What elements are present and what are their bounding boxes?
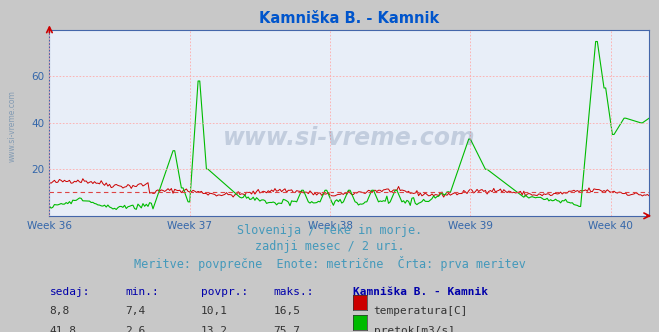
Text: 13,2: 13,2 [201,326,228,332]
Text: Slovenija / reke in morje.: Slovenija / reke in morje. [237,224,422,237]
Text: min.:: min.: [125,287,159,297]
Text: 2,6: 2,6 [125,326,146,332]
Text: povpr.:: povpr.: [201,287,248,297]
Text: 7,4: 7,4 [125,306,146,316]
Text: 10,1: 10,1 [201,306,228,316]
Text: maks.:: maks.: [273,287,314,297]
Text: 8,8: 8,8 [49,306,70,316]
Text: 41,8: 41,8 [49,326,76,332]
Text: 75,7: 75,7 [273,326,301,332]
Title: Kamniška B. - Kamnik: Kamniška B. - Kamnik [259,11,440,26]
Text: sedaj:: sedaj: [49,287,90,297]
Text: www.si-vreme.com: www.si-vreme.com [8,90,17,162]
Text: Meritve: povprečne  Enote: metrične  Črta: prva meritev: Meritve: povprečne Enote: metrične Črta:… [134,256,525,271]
Text: www.si-vreme.com: www.si-vreme.com [223,126,476,150]
Text: zadnji mesec / 2 uri.: zadnji mesec / 2 uri. [254,240,405,253]
Text: 16,5: 16,5 [273,306,301,316]
Text: pretok[m3/s]: pretok[m3/s] [374,326,455,332]
Text: temperatura[C]: temperatura[C] [374,306,468,316]
Text: Kamniška B. - Kamnik: Kamniška B. - Kamnik [353,287,488,297]
